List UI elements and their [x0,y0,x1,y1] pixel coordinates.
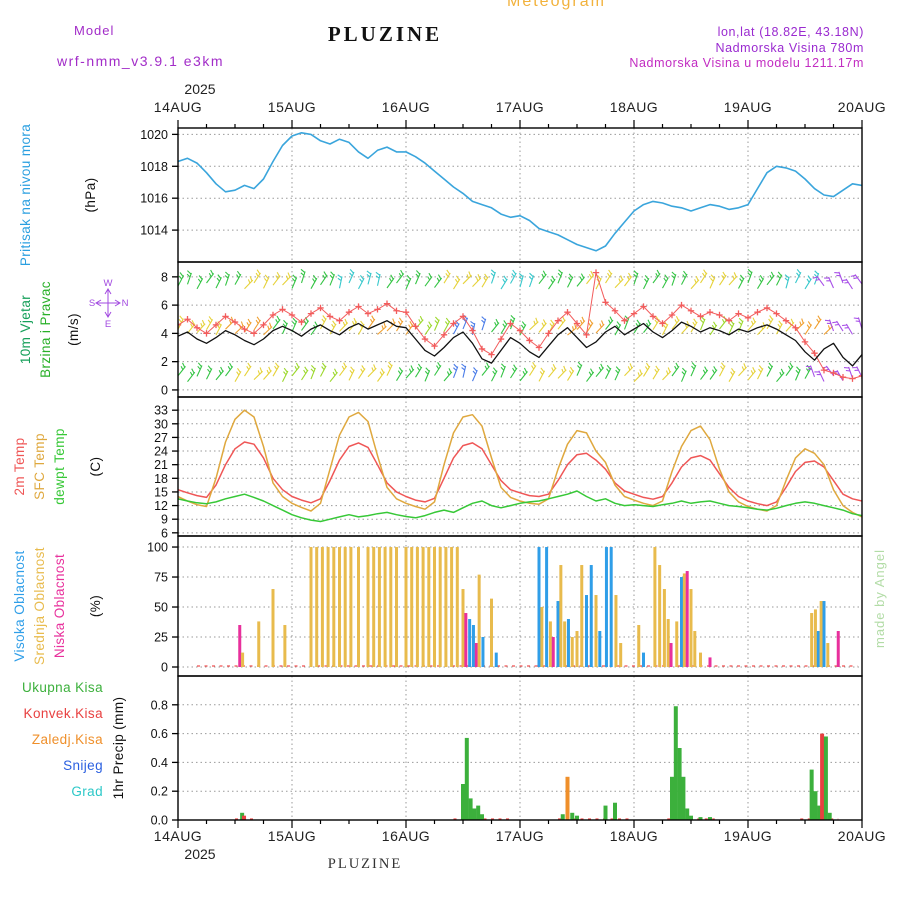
svg-text:18: 18 [154,472,168,486]
svg-text:16AUG: 16AUG [382,99,430,115]
precip-grid: 0.0 0.2 0.4 0.6 0.8 [151,676,862,828]
svg-text:19AUG: 19AUG [724,828,772,844]
svg-text:Snijeg: Snijeg [63,758,103,773]
meteogram-heading: Meteogram [507,0,606,10]
model-elevation-label: Nadmorska Visina u modelu 1211.17m [629,56,864,70]
svg-text:15: 15 [154,485,168,499]
svg-text:100: 100 [147,541,168,555]
svg-text:9: 9 [161,513,168,527]
svg-text:12: 12 [154,499,168,513]
svg-text:1hr Precip (mm): 1hr Precip (mm) [111,697,126,800]
time-axis: 14AUG 14AUG 15AUG 15AUG 16AUG 16AUG 17AUG 17AUG… [154,81,886,862]
svg-text:10m Vjetar: 10m Vjetar [18,295,33,364]
svg-text:0.0: 0.0 [151,814,168,828]
lonlat-label: lon,lat (18.82E, 43.18N) [717,25,864,39]
precip-axis-labels: Ukupna Kisa Konvek.Kisa Zaledj.Kisa Snijeg G… [22,680,126,799]
svg-text:25: 25 [154,631,168,645]
precip-content [235,706,839,820]
svg-text:14AUG: 14AUG [154,828,202,844]
svg-text:6: 6 [161,526,168,540]
svg-text:20AUG: 20AUG [838,828,886,844]
svg-text:18AUG: 18AUG [610,828,658,844]
svg-text:33: 33 [154,404,168,418]
svg-text:(m/s): (m/s) [66,313,81,346]
svg-text:Ukupna Kisa: Ukupna Kisa [22,680,103,695]
svg-text:N: N [122,298,129,309]
svg-text:Brzina i Pravac: Brzina i Pravac [38,281,53,378]
svg-text:0.8: 0.8 [151,698,168,712]
svg-text:8: 8 [161,270,168,284]
cloud-axis-labels: Visoka Oblacnost Srednja Oblacnost Niska O… [12,547,103,665]
svg-text:6: 6 [161,299,168,313]
svg-text:(%): (%) [88,595,103,617]
temperature-axis-labels: 2m Temp SFC Temp dewpt Temp (C) [12,428,103,505]
model-version-label: wrf-nmm_v3.9.1 e3km [57,53,224,69]
svg-text:75: 75 [154,571,168,585]
svg-text:2: 2 [161,355,168,369]
svg-text:SFC Temp: SFC Temp [32,433,47,500]
wind-axis-labels: 10m Vjetar Brzina i Pravac (m/s) [18,281,81,378]
svg-text:17AUG: 17AUG [496,828,544,844]
svg-text:0: 0 [161,661,168,675]
svg-text:0.4: 0.4 [151,756,168,770]
svg-text:E: E [105,319,111,330]
model-label: Model [74,23,115,38]
svg-text:15AUG: 15AUG [268,99,316,115]
svg-text:W: W [104,278,113,289]
location-info-block: lon,lat (18.82E, 43.18N) Nadmorska Visin… [629,25,864,72]
svg-text:21: 21 [154,458,168,472]
svg-text:Niska Oblacnost: Niska Oblacnost [52,554,67,658]
footer-station-label: PLUZINE [327,856,403,872]
svg-text:Zaledj.Kisa: Zaledj.Kisa [32,732,103,747]
svg-text:2025: 2025 [184,81,215,97]
pressure-grid: 1014 1016 1018 1020 [140,128,862,262]
svg-text:16AUG: 16AUG [382,828,430,844]
cloud-content [197,547,858,668]
svg-text:15AUG: 15AUG [268,828,316,844]
svg-text:14AUG: 14AUG [154,99,202,115]
elevation-label: Nadmorska Visina 780m [715,40,864,55]
made-by-watermark: made by Angel [872,548,887,648]
svg-text:Pritisak na nivou mora: Pritisak na nivou mora [18,124,33,266]
svg-text:Konvek.Kisa: Konvek.Kisa [24,706,104,721]
svg-text:Grad: Grad [71,784,103,799]
temperature-content [178,409,862,523]
pressure-axis-labels: Pritisak na nivou mora (hPa) [18,124,98,266]
svg-text:20AUG: 20AUG [838,99,886,115]
wind-content [178,268,862,383]
svg-text:30: 30 [154,417,168,431]
pressure-content [178,132,862,252]
svg-text:2m Temp: 2m Temp [12,437,27,495]
svg-text:27: 27 [154,431,168,445]
svg-text:0: 0 [161,383,168,397]
svg-text:18AUG: 18AUG [610,99,658,115]
svg-text:Visoka Oblacnost: Visoka Oblacnost [12,550,27,661]
station-title: PLUZINE [327,22,443,46]
svg-text:dewpt Temp: dewpt Temp [52,428,67,505]
svg-text:(hPa): (hPa) [83,177,98,212]
svg-text:19AUG: 19AUG [724,99,772,115]
svg-text:1014: 1014 [140,224,168,238]
svg-text:(C): (C) [88,457,103,477]
svg-text:24: 24 [154,445,168,459]
svg-text:50: 50 [154,601,168,615]
cloud-grid: 0 25 50 75 100 [147,536,862,676]
svg-text:1020: 1020 [140,128,168,142]
svg-text:0.6: 0.6 [151,727,168,741]
svg-text:4: 4 [161,327,168,341]
svg-text:1018: 1018 [140,160,168,174]
wind-compass: W ES N [89,278,129,330]
cloud-frame [177,535,863,677]
svg-text:1016: 1016 [140,192,168,206]
svg-text:0.2: 0.2 [151,785,168,799]
svg-text:Srednja Oblacnost: Srednja Oblacnost [32,547,47,665]
svg-text:17AUG: 17AUG [496,99,544,115]
svg-text:S: S [89,298,95,309]
svg-text:2025: 2025 [184,846,215,862]
